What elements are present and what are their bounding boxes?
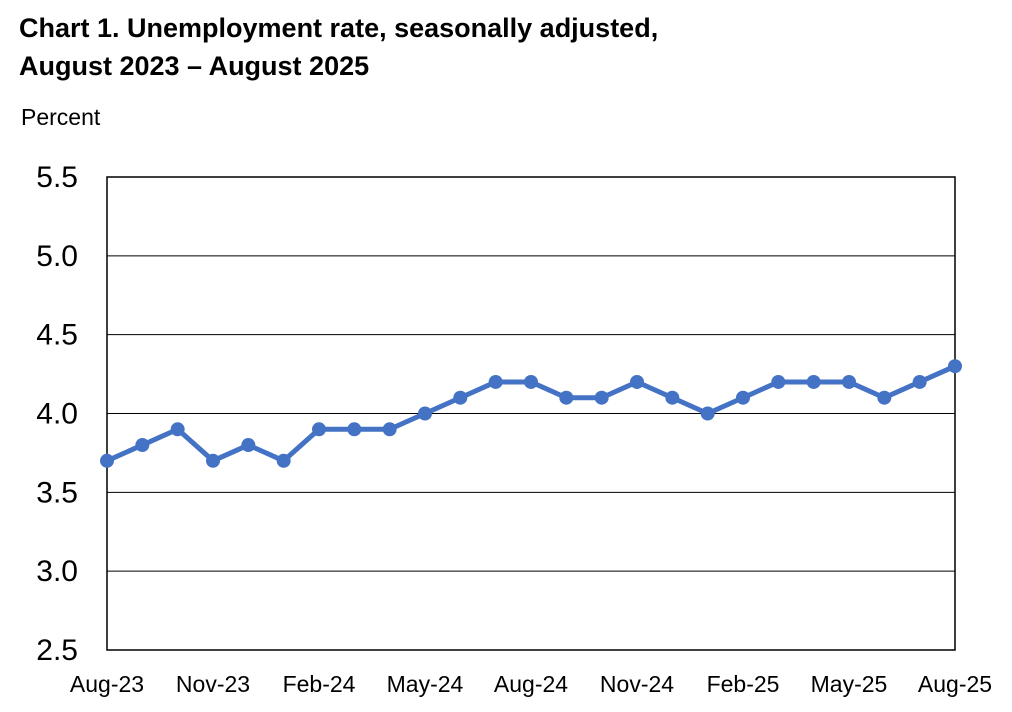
x-tick-label: Nov-23 (176, 671, 250, 697)
y-tick-label: 2.5 (36, 634, 78, 667)
x-tick-label: May-25 (811, 671, 888, 697)
data-point (170, 422, 185, 437)
x-tick-label: Aug-23 (70, 671, 144, 697)
y-axis-label: Percent (21, 104, 101, 130)
data-point (135, 438, 150, 453)
x-tick-label: Aug-24 (494, 671, 568, 697)
data-point (418, 406, 432, 421)
plot-area-border (106, 176, 956, 651)
data-point (665, 390, 680, 405)
data-point (771, 374, 786, 389)
chart-title: Chart 1. Unemployment rate, seasonally a… (19, 9, 658, 85)
data-point (877, 390, 892, 405)
data-point (276, 453, 291, 468)
data-point (912, 374, 927, 389)
data-point (948, 359, 962, 374)
y-tick-label: 3.0 (36, 555, 78, 588)
data-point (630, 374, 644, 389)
x-tick-label: Aug-25 (918, 671, 992, 697)
data-point (312, 422, 326, 437)
x-tick-label: Feb-25 (707, 671, 780, 697)
y-tick-label: 5.5 (36, 161, 78, 194)
data-point (842, 374, 856, 389)
data-point (241, 438, 256, 453)
data-point (347, 422, 362, 437)
data-point (736, 390, 750, 405)
y-tick-label: 3.5 (36, 476, 78, 509)
data-point (206, 453, 220, 468)
data-point (100, 453, 114, 468)
data-point (700, 406, 715, 421)
x-tick-label: Nov-24 (600, 671, 674, 697)
y-tick-label: 4.5 (36, 319, 78, 352)
chart-title-line-2: August 2023 – August 2025 (19, 51, 370, 81)
data-point (594, 390, 609, 405)
data-point (488, 374, 503, 389)
chart-title-line-1: Chart 1. Unemployment rate, seasonally a… (19, 13, 659, 43)
data-point (382, 422, 397, 437)
data-point (559, 390, 574, 405)
x-tick-label: May-24 (387, 671, 464, 697)
data-point (806, 374, 821, 389)
data-point (524, 374, 538, 389)
data-point (453, 390, 468, 405)
x-tick-label: Feb-24 (283, 671, 356, 697)
y-tick-label: 4.0 (36, 398, 78, 431)
y-tick-label: 5.0 (36, 240, 78, 273)
